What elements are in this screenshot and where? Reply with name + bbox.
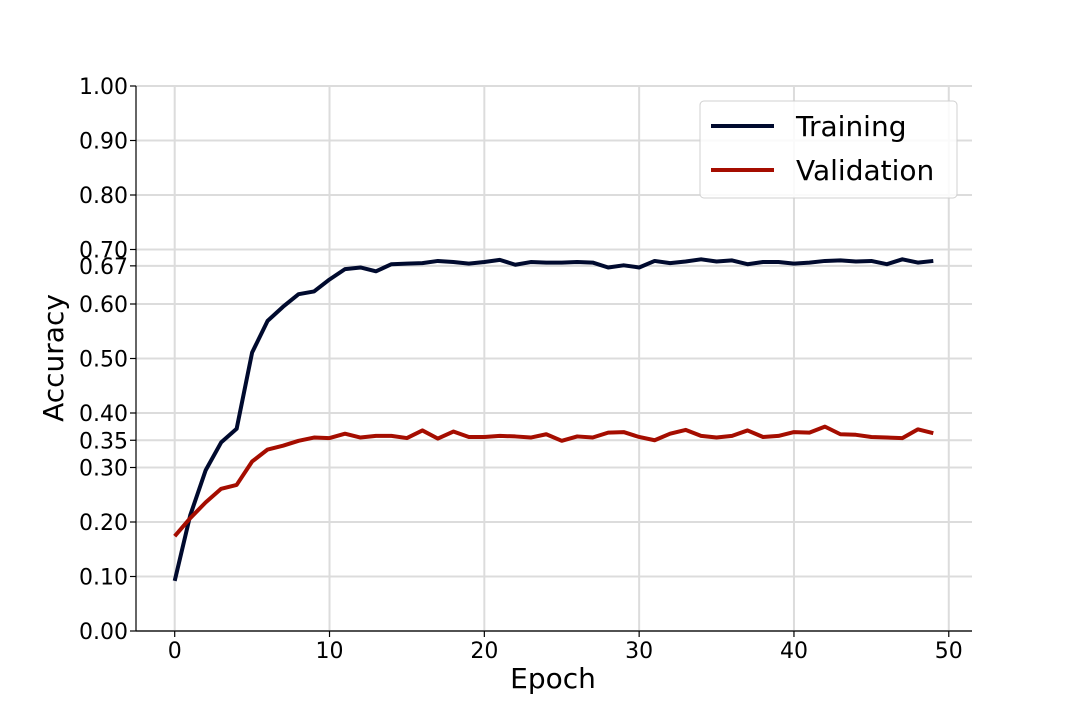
legend-label-training: Training <box>795 110 906 143</box>
y-tick-label: 1.00 <box>79 75 128 100</box>
y-tick-label: 0.00 <box>79 620 128 645</box>
y-axis-title: Accuracy <box>37 294 70 422</box>
x-tick-label: 40 <box>780 639 808 664</box>
series-line-validation <box>173 424 934 538</box>
y-tick-label: 0.20 <box>79 511 128 536</box>
x-tick-label: 50 <box>935 639 963 664</box>
ticks: 0 10 20 30 40 50 0.00 0.10 0.20 0.30 0.350.40 0.50 0… <box>79 75 963 664</box>
series-lines <box>172 257 934 582</box>
y-tick-label: 0.50 <box>79 348 128 373</box>
y-tick-label: 0.60 <box>79 293 128 318</box>
y-tick-label: 0.35 <box>79 429 128 454</box>
x-tick-label: 10 <box>316 639 344 664</box>
y-tick-label: 0.30 <box>79 457 128 482</box>
legend: Training Validation <box>699 100 958 199</box>
x-tick-label: 30 <box>625 639 653 664</box>
y-tick-label: 0.67 <box>79 255 128 280</box>
y-tick-label: 0.90 <box>79 130 128 155</box>
series-line-training <box>172 257 934 582</box>
y-tick-label: 0.40 <box>79 402 128 427</box>
y-tick-label: 0.70 <box>79 239 128 264</box>
x-axis-title: Epoch <box>510 662 596 695</box>
x-tick-label: 20 <box>470 639 498 664</box>
y-tick-label: 0.10 <box>79 566 128 591</box>
legend-label-validation: Validation <box>796 154 934 187</box>
x-tick-label: 0 <box>168 639 182 664</box>
y-tick-label: 0.80 <box>79 184 128 209</box>
